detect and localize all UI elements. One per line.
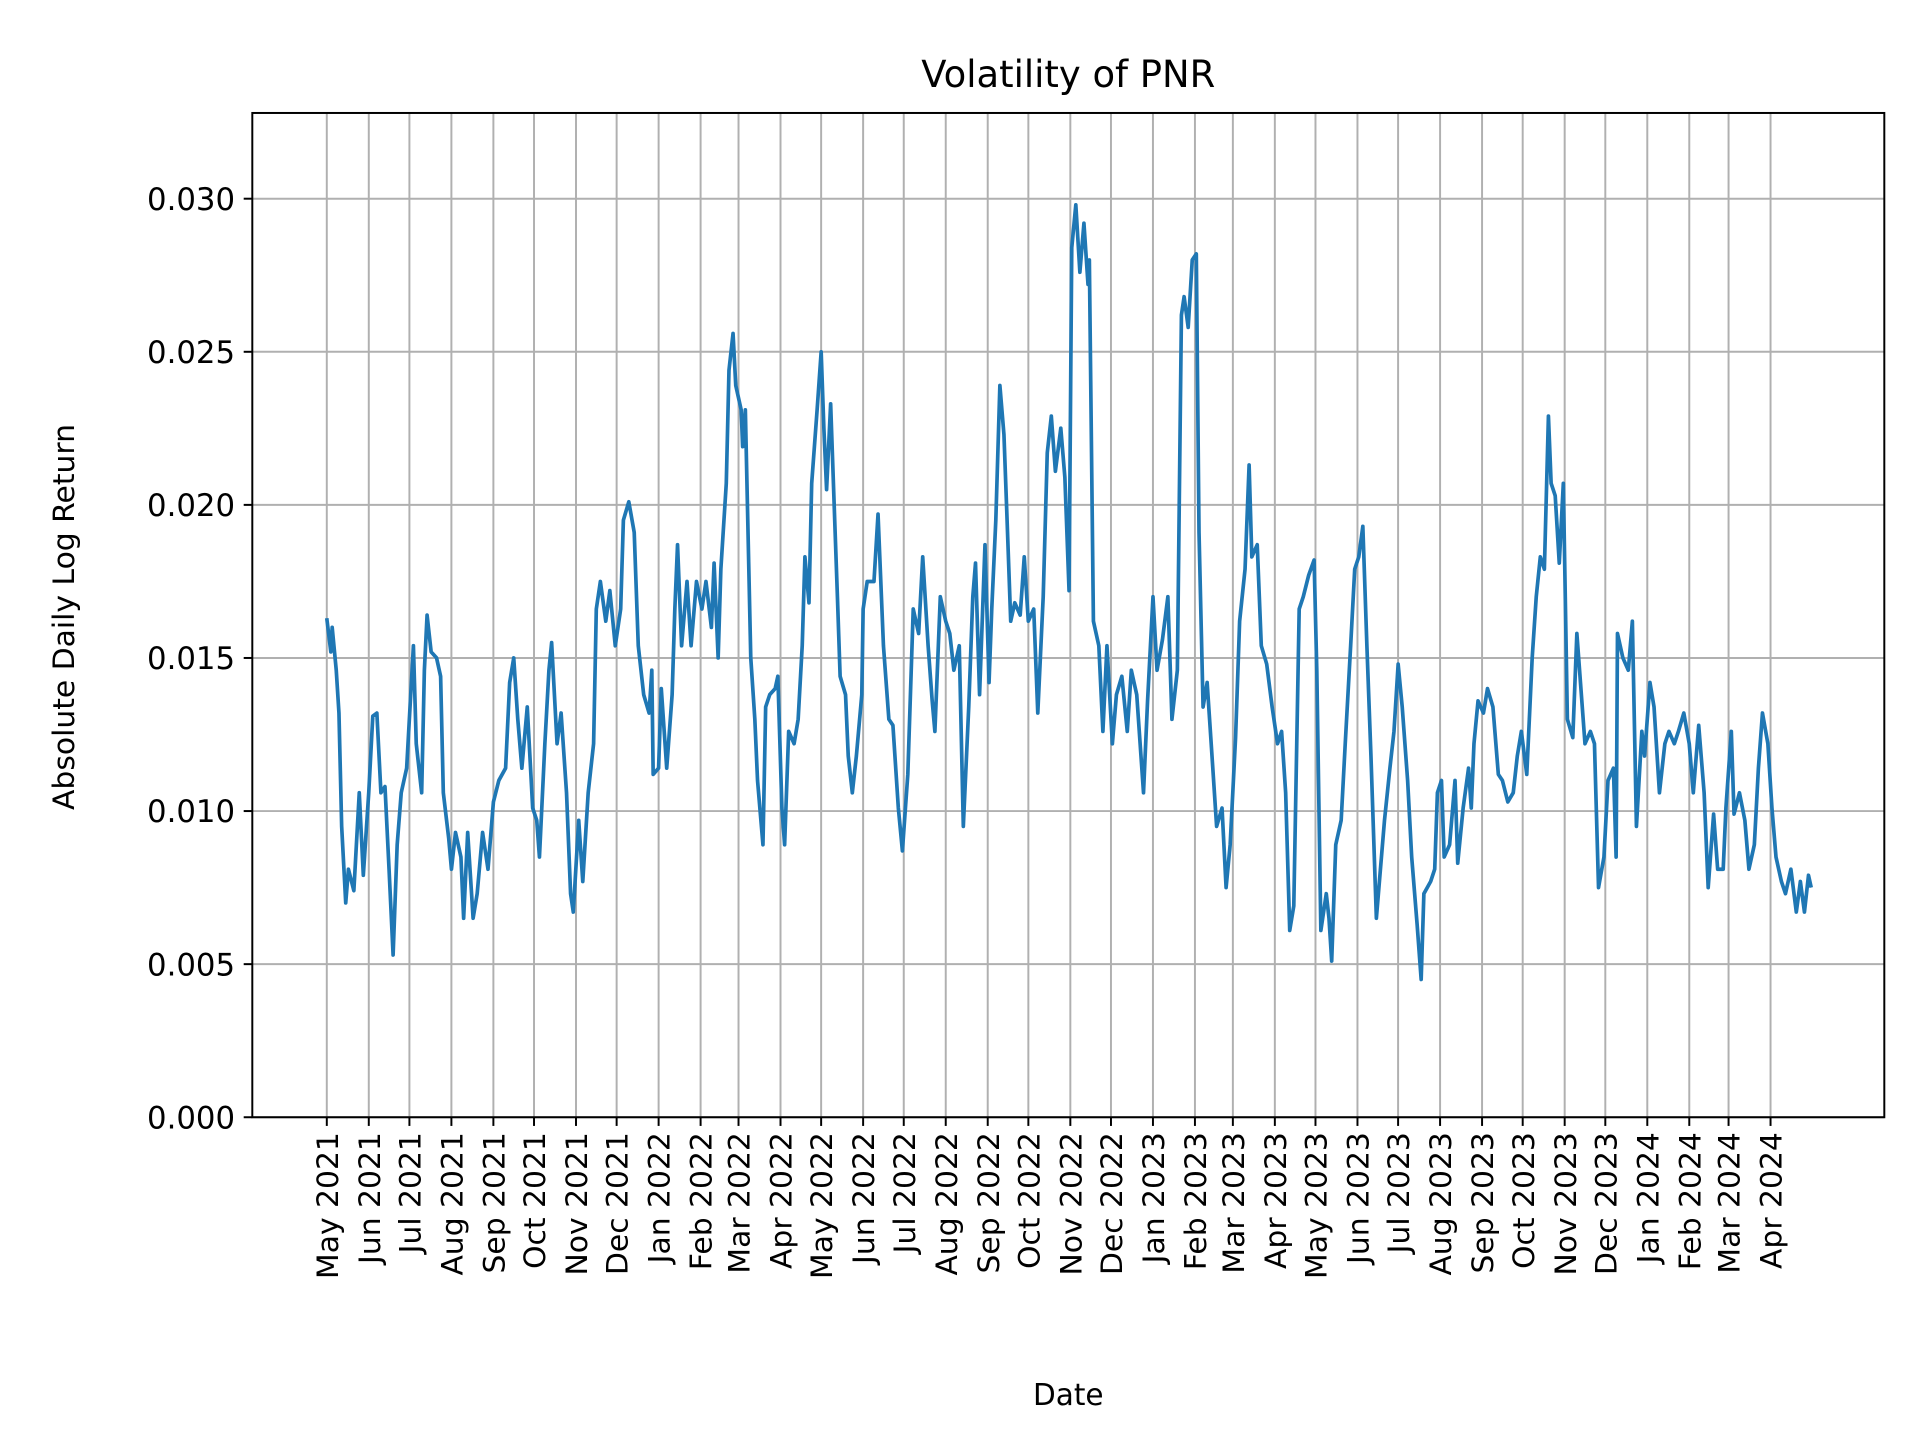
x-tick-label: Apr 2024 xyxy=(1754,1132,1789,1269)
x-tick-label: Feb 2023 xyxy=(1178,1132,1213,1270)
x-tick-label: Mar 2022 xyxy=(722,1132,757,1273)
x-tick-label: Sep 2021 xyxy=(477,1132,512,1273)
y-tick-label: 0.010 xyxy=(147,794,235,830)
x-tick-label: Jul 2022 xyxy=(887,1132,922,1255)
x-tick-label: Oct 2021 xyxy=(517,1132,552,1269)
x-tick-label: Nov 2023 xyxy=(1548,1132,1583,1275)
series-line xyxy=(324,202,1814,982)
x-tick-label: Aug 2021 xyxy=(435,1132,470,1275)
x-tick-label: Jul 2023 xyxy=(1381,1132,1416,1255)
x-tick-label: Nov 2022 xyxy=(1054,1132,1089,1275)
x-tick-label: Jan 2024 xyxy=(1630,1132,1665,1265)
x-tick-label: Dec 2021 xyxy=(600,1132,635,1275)
y-tick-label: 0.015 xyxy=(147,641,235,677)
x-tick-label: Oct 2022 xyxy=(1012,1132,1047,1269)
x-tick-label: Sep 2022 xyxy=(971,1132,1006,1273)
x-tick-label: Apr 2023 xyxy=(1258,1132,1293,1269)
x-tick-label: Jun 2021 xyxy=(352,1132,387,1266)
x-tick-label: Jan 2023 xyxy=(1136,1132,1171,1265)
grid xyxy=(252,112,1885,1119)
x-tick-label: Feb 2024 xyxy=(1672,1132,1707,1270)
x-tick-label: Mar 2023 xyxy=(1216,1132,1251,1273)
x-tick-label: Aug 2022 xyxy=(929,1132,964,1275)
x-tick-label: May 2021 xyxy=(310,1132,345,1279)
y-axis-label: Absolute Daily Log Return xyxy=(46,424,81,810)
x-tick-label: Jun 2023 xyxy=(1341,1132,1376,1266)
y-tick-label: 0.000 xyxy=(147,1100,235,1136)
axis-ticks: 0.000 0.005 0.010 0.015 0.020 0.025 0.030 May 2… xyxy=(147,182,1789,1279)
x-tick-label: Sep 2023 xyxy=(1465,1132,1500,1273)
y-tick-label: 0.025 xyxy=(147,335,235,371)
x-tick-label: Oct 2023 xyxy=(1506,1132,1541,1269)
x-tick-label: Nov 2021 xyxy=(559,1132,594,1275)
x-tick-label: Jul 2021 xyxy=(393,1132,428,1255)
x-tick-label: Feb 2022 xyxy=(684,1132,719,1270)
x-tick-label: Jan 2022 xyxy=(642,1132,677,1265)
x-tick-label: Mar 2024 xyxy=(1712,1132,1747,1273)
plot-frame xyxy=(251,111,1886,1119)
x-tick-label: May 2023 xyxy=(1299,1132,1334,1279)
y-tick-label: 0.020 xyxy=(147,488,235,524)
x-tick-label: Apr 2022 xyxy=(764,1132,799,1269)
x-axis-label: Date xyxy=(1033,1377,1104,1412)
x-tick-label: Dec 2023 xyxy=(1589,1132,1624,1275)
x-tick-label: May 2022 xyxy=(804,1132,839,1279)
x-tick-label: Jun 2022 xyxy=(846,1132,881,1266)
y-tick-label: 0.005 xyxy=(147,947,235,983)
x-tick-label: Dec 2022 xyxy=(1094,1132,1129,1275)
y-tick-label: 0.030 xyxy=(147,182,235,218)
chart-title: Volatility of PNR xyxy=(921,53,1215,96)
x-tick-label: Aug 2023 xyxy=(1423,1132,1458,1275)
